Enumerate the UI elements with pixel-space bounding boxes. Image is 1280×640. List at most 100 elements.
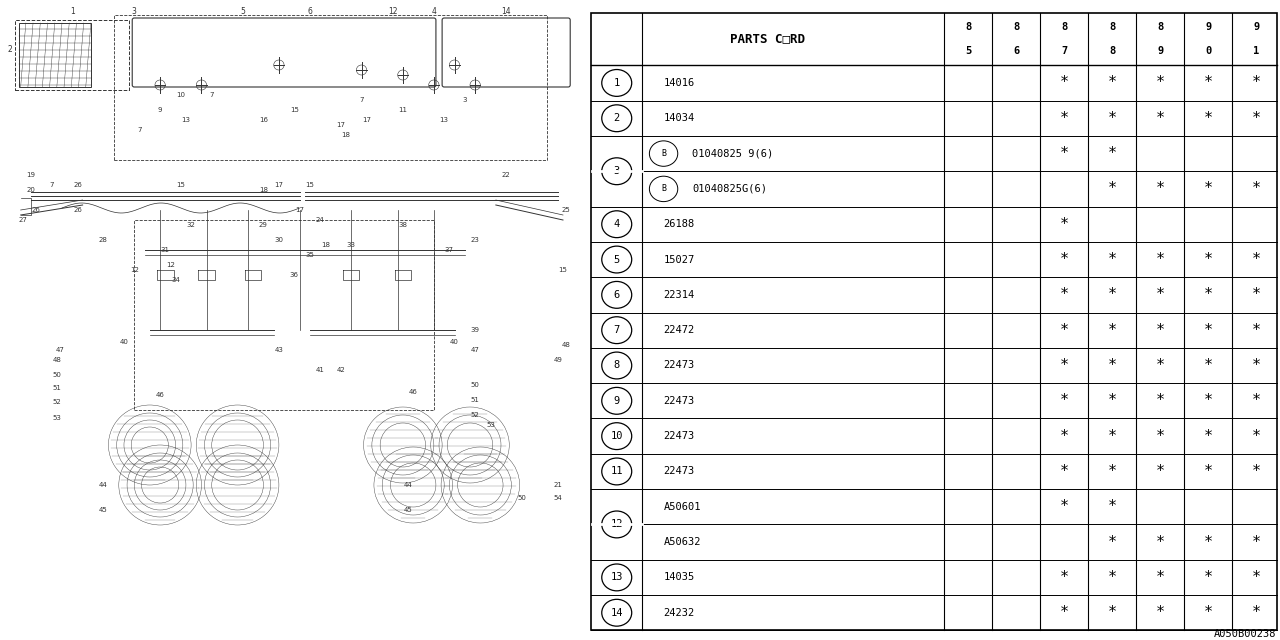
Text: *: * [1252, 323, 1261, 338]
Text: 8: 8 [1061, 22, 1068, 33]
Text: 7: 7 [613, 325, 620, 335]
Text: 7: 7 [50, 182, 54, 188]
Text: 13: 13 [440, 117, 449, 123]
Text: 17: 17 [274, 182, 283, 188]
Text: *: * [1156, 605, 1165, 620]
Text: *: * [1156, 252, 1165, 267]
Text: 42: 42 [337, 367, 346, 373]
Text: 14016: 14016 [663, 78, 695, 88]
Text: 34: 34 [172, 277, 180, 283]
Text: 14: 14 [611, 608, 623, 618]
Text: *: * [1107, 146, 1116, 161]
Text: 14034: 14034 [663, 113, 695, 124]
Text: *: * [1107, 111, 1116, 125]
Text: *: * [1060, 464, 1069, 479]
Text: 22473: 22473 [663, 360, 695, 371]
Text: *: * [1252, 252, 1261, 267]
Text: *: * [1107, 76, 1116, 90]
Text: *: * [1107, 323, 1116, 338]
Text: 39: 39 [471, 327, 480, 333]
Text: 15: 15 [558, 267, 567, 273]
Text: 4: 4 [431, 8, 436, 17]
Text: *: * [1252, 605, 1261, 620]
Text: 18: 18 [321, 242, 330, 248]
Text: 12: 12 [129, 267, 138, 273]
Text: A050B00238: A050B00238 [1215, 628, 1276, 639]
Text: 12: 12 [388, 8, 397, 17]
Text: 5: 5 [965, 45, 972, 56]
Text: 38: 38 [398, 222, 407, 228]
Text: 22473: 22473 [663, 396, 695, 406]
Text: A50601: A50601 [663, 502, 701, 512]
Text: 8: 8 [965, 22, 972, 33]
Text: *: * [1060, 76, 1069, 90]
Text: B: B [660, 149, 666, 158]
Text: *: * [1156, 358, 1165, 373]
Text: 18: 18 [342, 132, 351, 138]
Text: 18: 18 [259, 187, 268, 193]
Text: 15: 15 [177, 182, 186, 188]
Text: 8: 8 [1157, 22, 1164, 33]
Text: 3: 3 [613, 166, 620, 176]
Bar [114, 15, 548, 160]
Text: *: * [1060, 499, 1069, 515]
Text: 19: 19 [27, 172, 36, 178]
Text: 50: 50 [52, 372, 61, 378]
Text: 22: 22 [502, 172, 511, 178]
Text: *: * [1107, 287, 1116, 302]
Text: *: * [1060, 252, 1069, 267]
Text: *: * [1060, 217, 1069, 232]
Text: *: * [1156, 76, 1165, 90]
Text: *: * [1060, 111, 1069, 125]
Text: B: B [660, 184, 666, 193]
Text: 17: 17 [337, 122, 346, 128]
Text: 22472: 22472 [663, 325, 695, 335]
Text: 45: 45 [403, 507, 412, 513]
Text: 35: 35 [306, 252, 315, 258]
Text: *: * [1252, 358, 1261, 373]
Text: 10: 10 [177, 92, 186, 98]
Text: 13: 13 [182, 117, 191, 123]
Text: 1: 1 [613, 78, 620, 88]
Text: 1: 1 [1253, 45, 1260, 56]
Text: *: * [1156, 394, 1165, 408]
Text: *: * [1156, 429, 1165, 444]
Text: 45: 45 [99, 507, 108, 513]
Text: 48: 48 [562, 342, 571, 348]
Text: 51: 51 [52, 385, 61, 391]
Bar [134, 220, 434, 410]
Text: 26: 26 [32, 207, 41, 213]
Text: 54: 54 [553, 495, 562, 501]
Text: *: * [1107, 570, 1116, 585]
Text: *: * [1107, 429, 1116, 444]
Text: 6: 6 [613, 290, 620, 300]
Text: *: * [1156, 111, 1165, 125]
Text: 53: 53 [52, 415, 61, 421]
Text: 9: 9 [157, 107, 163, 113]
Text: 30: 30 [274, 237, 283, 243]
Text: 22314: 22314 [663, 290, 695, 300]
Text: 11: 11 [611, 467, 623, 476]
Text: *: * [1252, 181, 1261, 196]
Text: 01040825G(6): 01040825G(6) [692, 184, 767, 194]
Text: *: * [1107, 534, 1116, 550]
Text: *: * [1203, 570, 1212, 585]
Text: *: * [1203, 252, 1212, 267]
Text: 28: 28 [99, 237, 108, 243]
Text: 46: 46 [156, 392, 165, 398]
Text: 25: 25 [562, 207, 571, 213]
Text: 15: 15 [291, 107, 298, 113]
Text: *: * [1156, 464, 1165, 479]
Text: 3: 3 [462, 97, 467, 103]
Text: *: * [1107, 394, 1116, 408]
Text: 8: 8 [1012, 22, 1019, 33]
Text: 12: 12 [166, 262, 175, 268]
Text: *: * [1107, 358, 1116, 373]
Text: *: * [1203, 287, 1212, 302]
Text: 7: 7 [137, 127, 142, 133]
Text: *: * [1156, 323, 1165, 338]
Text: 26: 26 [73, 207, 82, 213]
Text: *: * [1252, 570, 1261, 585]
Text: 6: 6 [307, 8, 312, 17]
Text: *: * [1156, 287, 1165, 302]
